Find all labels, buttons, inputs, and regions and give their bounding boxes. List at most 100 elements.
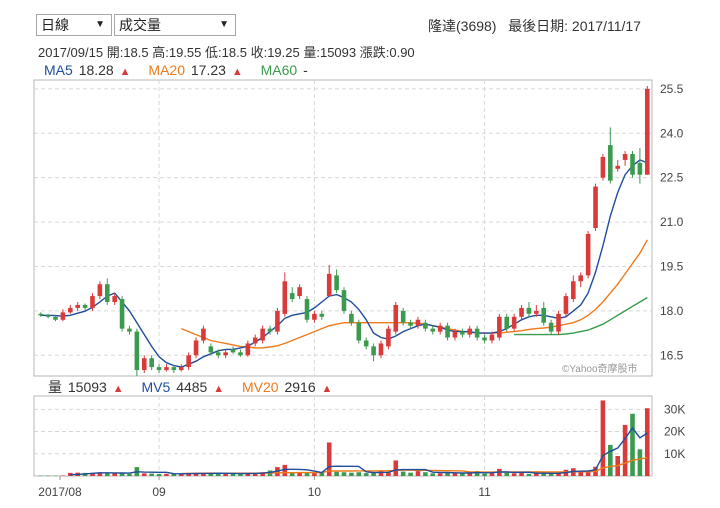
candle-body [593,186,598,228]
candle-body [341,290,347,311]
candle-body [171,367,177,371]
candle-body [208,346,214,353]
candle-body [127,328,132,332]
candle-body [97,284,103,297]
volume-bar [282,464,288,476]
volume-tick-label: 10K [664,447,685,461]
ma60-label: MA60 [260,62,298,78]
volume-bar [474,471,480,476]
up-arrow-icon: ▲ [119,66,131,78]
mv20-label: MV20 [242,379,279,395]
volume-bar [319,472,325,476]
volume-bar [304,472,310,476]
candle-body [45,315,51,317]
mv5-value: 4485 [176,379,208,395]
volume-bar [363,473,369,476]
candle-body [282,281,288,314]
volume-bar [600,400,606,476]
candle-body [526,307,532,314]
candle-body [400,310,406,323]
candle-body [312,313,317,320]
candle-body [578,275,584,282]
volume-bar [275,467,280,476]
price-panel-frame [33,79,653,377]
candle-body [275,310,280,332]
candle-body [215,352,221,356]
date-axis: 2017/08 09 10 11 [38,476,491,499]
volume-bar [526,473,532,476]
price-tick-label: 21.0 [660,215,684,229]
candle-body [349,313,354,323]
mv20-value: 2916 [284,379,316,395]
candle-body [497,316,502,338]
indicator-select-value: 成交量 [119,17,161,33]
volume-bar [97,472,103,476]
volume-bar [326,442,332,476]
volume-bar [482,473,487,476]
moving-average-lines [40,159,648,368]
quote-line: 2017/09/15 開:18.5 高:19.55 低:18.5 收:19.25… [38,42,415,61]
volume-bar [393,460,399,476]
volume-bar [445,472,450,476]
volume-bar [378,471,384,476]
mv5-label: MV5 [141,379,171,395]
volume-bar [334,471,339,476]
candle-body [437,325,443,332]
candlesticks [38,85,650,376]
volume-bar [67,472,73,476]
volume-bar [297,472,302,476]
candle-body [534,310,539,314]
volume-bar [467,473,473,476]
price-tick-label: 22.5 [660,171,684,185]
candle-body [223,352,228,356]
volume-bar [556,472,561,476]
candle-body [645,88,650,175]
candle-body [467,328,473,335]
candle-body [556,313,561,332]
candle-body [585,233,591,276]
candle-body [504,316,510,329]
indicator-select[interactable]: 成交量 ▼ [114,14,236,36]
up-arrow-icon: ▲ [213,383,225,395]
candle-body [67,307,73,313]
date-tick-label: 2017/08 [38,485,82,499]
volume-bar [511,473,517,476]
volume-bar [119,473,125,476]
ma20-line [181,239,648,349]
candle-body [134,331,140,371]
volume-bar [541,473,547,476]
volume-bar [571,468,576,476]
period-select[interactable]: 日線 ▼ [36,14,112,36]
grid-lines [34,80,652,476]
candle-body [245,343,251,356]
candle-body [230,349,236,353]
candle-body [267,328,273,332]
candle-body [319,313,325,317]
volume-bar [430,473,436,476]
candle-body [260,328,265,341]
candle-body [630,154,635,175]
ma5-value: 18.28 [78,62,114,78]
price-tick-label: 25.5 [660,82,684,96]
stock-title: 隆達(3698) 最後日期: 2017/11/17 [428,16,641,36]
candle-body [119,299,125,329]
candle-body [600,156,606,178]
volume-bar [408,472,413,476]
candle-body [622,154,628,160]
volume-bar [519,472,524,476]
candle-body [452,331,458,338]
volume-bar [127,473,132,476]
mv5-line [70,426,648,476]
up-arrow-icon: ▲ [321,383,333,395]
volume-bar [215,473,221,476]
volume-tick-label: 30K [664,402,685,416]
candle-body [511,316,517,329]
quote-open: 開:18.5 [106,45,149,60]
volume-bar [134,467,140,476]
candle-body [637,162,643,175]
quote-volume: 量:15093 [303,45,357,60]
candle-body [164,367,169,371]
volume-bar [223,473,228,476]
volume-bar [423,472,428,476]
volume-bar [400,471,406,476]
